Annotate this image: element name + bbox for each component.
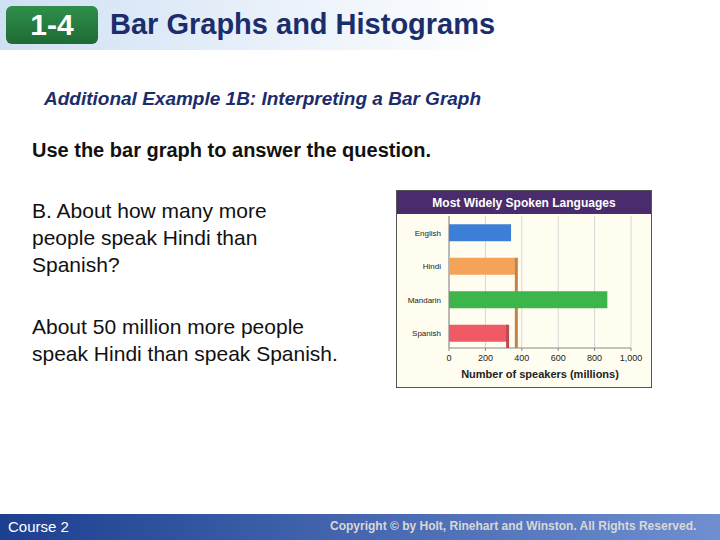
tick-label: 0: [446, 353, 451, 363]
category-label: Mandarin: [408, 296, 441, 305]
bar: [449, 224, 511, 241]
bars: [449, 224, 607, 348]
footer-left: Course 2: [8, 518, 69, 535]
reference-line: [506, 325, 509, 348]
x-axis: [449, 348, 631, 349]
section-badge: 1-4: [6, 6, 98, 44]
answer: About 50 million more people speak Hindi…: [32, 313, 342, 367]
tick-label: 400: [514, 353, 529, 363]
bar: [449, 291, 607, 308]
grid-line: [631, 216, 632, 348]
bar: [449, 258, 516, 275]
tick-label: 800: [587, 353, 602, 363]
grid-line: [594, 216, 595, 348]
tick-label: 200: [478, 353, 493, 363]
tick-label: 1,000: [620, 353, 643, 363]
category-label: English: [415, 229, 441, 238]
question: B. About how many more people speak Hind…: [32, 197, 307, 278]
example-heading: Additional Example 1B: Interpreting a Ba…: [44, 88, 481, 110]
instruction: Use the bar graph to answer the question…: [32, 139, 431, 162]
x-axis-label: Number of speakers (millions): [461, 368, 619, 380]
footer-right: Copyright © by Holt, Rinehart and Winsto…: [330, 519, 696, 533]
tick-label: 600: [551, 353, 566, 363]
slide-title: Bar Graphs and Histograms: [110, 8, 495, 41]
bar: [449, 325, 508, 342]
chart-title-band: [397, 191, 651, 214]
chart: Most Widely Spoken Languages 0 200 400 600 80…: [396, 190, 652, 388]
chart-title: Most Widely Spoken Languages: [432, 196, 616, 210]
category-label: Spanish: [412, 329, 441, 338]
grid-line: [521, 216, 522, 348]
chart-frame: [397, 191, 652, 388]
grid-line: [558, 216, 559, 348]
category-label: Hindi: [423, 262, 441, 271]
